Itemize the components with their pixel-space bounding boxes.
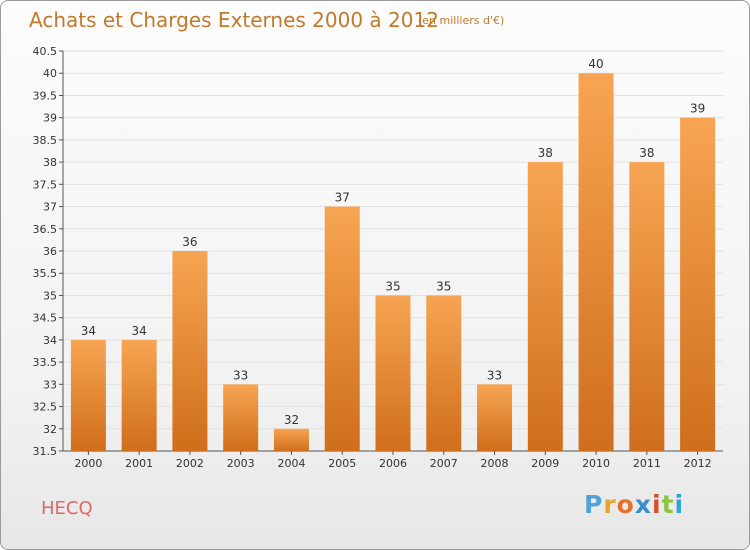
bar bbox=[578, 73, 614, 451]
logo-letter: x bbox=[634, 490, 652, 519]
y-tick-label: 32.5 bbox=[33, 401, 58, 414]
y-tick-label: 35 bbox=[43, 289, 57, 302]
y-tick-label: 33 bbox=[43, 378, 57, 391]
y-tick-label: 39 bbox=[43, 112, 57, 125]
y-tick-label: 32 bbox=[43, 423, 57, 436]
labels: 31.5 32 32.5 33 33.5 34 34.5 35 35.5 36 36.5 37 37.5… bbox=[33, 45, 712, 470]
bar bbox=[324, 206, 360, 451]
y-tick-label: 35.5 bbox=[33, 267, 58, 280]
bar bbox=[273, 428, 309, 451]
bar-value-label: 38 bbox=[639, 146, 654, 160]
x-tick-label: 2006 bbox=[379, 457, 407, 470]
bar-value-label: 35 bbox=[385, 279, 400, 293]
logo-letter: r bbox=[603, 490, 617, 519]
y-tick-label: 31.5 bbox=[33, 445, 58, 458]
y-tick-label: 38 bbox=[43, 156, 57, 169]
y-tick-label: 39.5 bbox=[33, 89, 58, 102]
x-tick-label: 2012 bbox=[684, 457, 712, 470]
bar bbox=[477, 384, 513, 451]
bar bbox=[121, 339, 157, 451]
bar-value-label: 38 bbox=[538, 146, 553, 160]
y-tick-label: 34.5 bbox=[33, 312, 58, 325]
x-tick-label: 2003 bbox=[227, 457, 255, 470]
bar bbox=[629, 162, 665, 451]
bar-value-label: 33 bbox=[487, 368, 502, 382]
logo-letter: P bbox=[584, 490, 604, 519]
commune-name: HECQ bbox=[41, 498, 93, 519]
x-tick-label: 2002 bbox=[176, 457, 204, 470]
proxiti-logo[interactable]: Proxiti bbox=[584, 490, 684, 519]
logo-letter: i bbox=[674, 490, 685, 519]
bar bbox=[172, 251, 208, 451]
bar bbox=[70, 339, 106, 451]
y-tick-label: 36.5 bbox=[33, 223, 58, 236]
y-tick-label: 37 bbox=[43, 201, 57, 214]
bar bbox=[223, 384, 259, 451]
bar bbox=[527, 162, 563, 451]
x-tick-label: 2001 bbox=[125, 457, 153, 470]
y-tick-label: 38.5 bbox=[33, 134, 58, 147]
y-tick-label: 33.5 bbox=[33, 356, 58, 369]
logo-letter: i bbox=[652, 490, 662, 519]
x-tick-label: 2000 bbox=[74, 457, 102, 470]
bar bbox=[375, 295, 411, 451]
logo-letter: t bbox=[661, 490, 675, 519]
x-tick-label: 2011 bbox=[633, 457, 661, 470]
x-tick-label: 2010 bbox=[582, 457, 610, 470]
bar-value-label: 39 bbox=[690, 102, 705, 116]
x-tick-label: 2007 bbox=[430, 457, 458, 470]
x-tick-label: 2005 bbox=[328, 457, 356, 470]
bar-value-label: 36 bbox=[182, 235, 197, 249]
chart-subtitle: (en milliers d'€) bbox=[418, 14, 505, 27]
bar-value-label: 32 bbox=[284, 413, 299, 427]
bar bbox=[426, 295, 462, 451]
bar-value-label: 35 bbox=[436, 279, 451, 293]
y-tick-label: 36 bbox=[43, 245, 57, 258]
x-tick-label: 2008 bbox=[481, 457, 509, 470]
bar bbox=[680, 117, 716, 452]
bar-value-label: 33 bbox=[233, 368, 248, 382]
chart-title: Achats et Charges Externes 2000 à 2012 bbox=[29, 8, 439, 32]
logo-letter: o bbox=[616, 490, 635, 519]
y-tick-label: 37.5 bbox=[33, 178, 58, 191]
bar-value-label: 37 bbox=[335, 191, 350, 205]
bars bbox=[70, 73, 716, 452]
bar-value-label: 34 bbox=[81, 324, 96, 338]
y-tick-label: 40.5 bbox=[33, 45, 58, 58]
x-tick-label: 2004 bbox=[277, 457, 305, 470]
y-tick-label: 40 bbox=[43, 67, 57, 80]
bar-value-label: 34 bbox=[132, 324, 147, 338]
x-tick-label: 2009 bbox=[531, 457, 559, 470]
bar-value-label: 40 bbox=[588, 57, 603, 71]
y-tick-label: 34 bbox=[43, 334, 57, 347]
